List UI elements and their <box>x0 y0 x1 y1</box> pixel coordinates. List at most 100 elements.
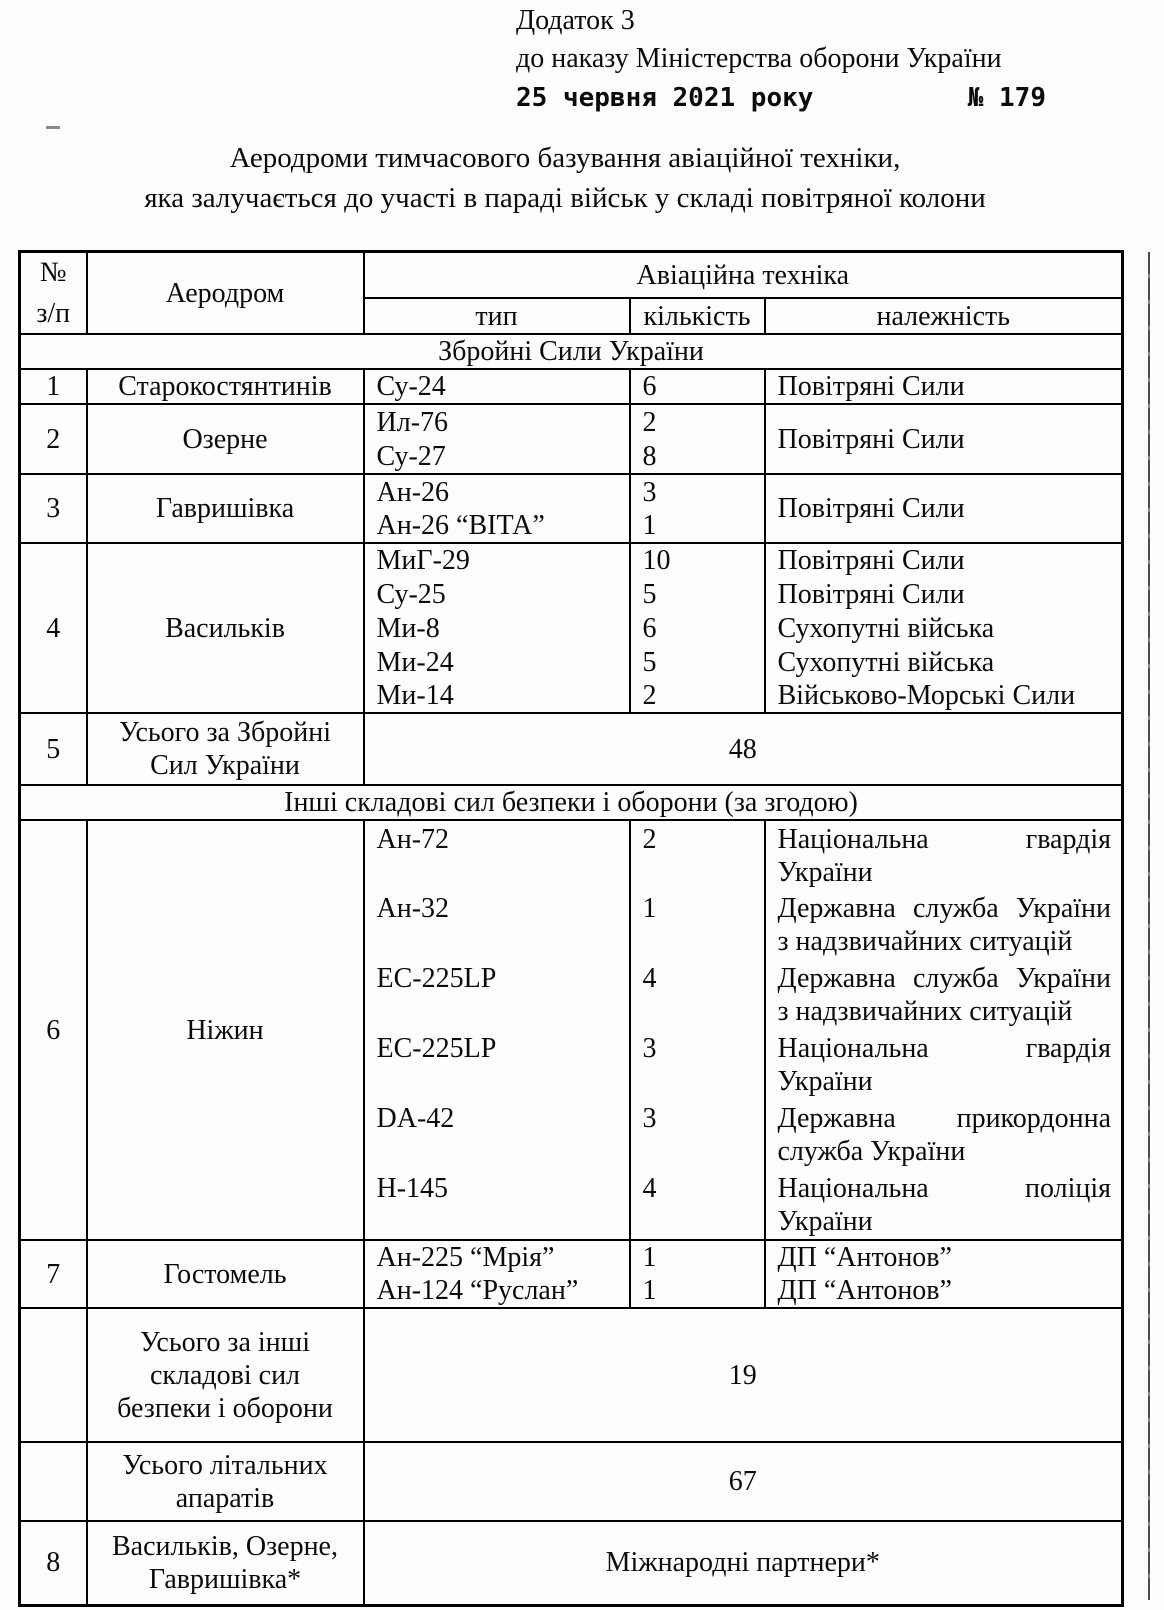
affiliation-cell: Сухопутні війська <box>763 645 1123 679</box>
document-title: Аеродроми тимчасового базування авіаційн… <box>0 138 1130 218</box>
row-6-line-4: ЕС-225LP 3 Національна гвардія України <box>20 1030 1123 1100</box>
total-value: 67 <box>362 1441 1123 1521</box>
type-cell: DA-42 <box>362 1100 630 1170</box>
affiliation-line: України <box>777 1206 873 1237</box>
airfield-cell: Гостомель <box>85 1239 364 1308</box>
row-1: 1 Старокостянтинів Су-24 6 Повітряні Сил… <box>18 368 1123 404</box>
row-7-line-2: Ан-124 “Руслан” 1 ДП “Антонов” <box>20 1274 1123 1308</box>
row-3-line-2: Ан-26 “ВІТА” 1 <box>20 509 1123 543</box>
row-total-other-forces: Усього за інші складові сил безпеки і об… <box>18 1307 1123 1442</box>
type-cell: Ми-8 <box>362 611 630 645</box>
total-label-cell: Усього за інші складові сил безпеки і об… <box>85 1307 364 1442</box>
document-title-line1: Аеродроми тимчасового базування авіаційн… <box>229 142 901 174</box>
type-cell: Ан-72 <box>362 819 630 890</box>
affiliation-cell: Повітряні Сили <box>763 403 1123 474</box>
row-num-cell <box>18 1307 87 1442</box>
order-number: № 179 <box>967 83 1046 113</box>
table-header-row-1: № з/п Аеродром Авіаційна техніка <box>18 250 1123 334</box>
col-header-airfield: Аеродром <box>85 250 364 334</box>
type-cell: Ми-24 <box>362 645 630 679</box>
row-2-line-2: Су-27 8 <box>20 439 1123 474</box>
airfield-line: Гавришівка* <box>148 1563 302 1595</box>
row-6-line-3: ЕС-225LP 4 Державна служба України з над… <box>20 960 1123 1030</box>
appendix-label: Додаток 3 <box>516 5 635 36</box>
qty-cell: 8 <box>628 439 765 474</box>
row-4-line-5: Ми-14 2 Військово-Морські Сили <box>20 679 1123 713</box>
total-value: 48 <box>362 712 1123 785</box>
row-6-line-6: Н-145 4 Національна поліція України <box>20 1170 1123 1240</box>
qty-cell: 1 <box>628 1239 765 1274</box>
col-header-num-line2: з/п <box>36 298 71 329</box>
qty-cell: 3 <box>628 1100 765 1170</box>
row-4: 4 Васильків МиГ-29 10 Повітряні Сили <box>18 542 1123 713</box>
type-cell: Ил-76 <box>362 403 630 439</box>
section-header: Інші складові сил безпеки і оборони (за … <box>18 784 1123 820</box>
affiliation-cell: Повітряні Сили <box>763 577 1123 611</box>
order-date: 25 червня 2021 року <box>516 83 814 113</box>
type-cell: Ан-26 “ВІТА” <box>362 509 630 543</box>
row-num-cell: 7 <box>18 1239 87 1308</box>
row-num-cell: 2 <box>18 403 87 474</box>
total-label-cell: Усього за Збройні Сил України <box>85 712 364 785</box>
total-label-line: Усього за Збройні <box>119 717 331 748</box>
total-value: 19 <box>362 1307 1123 1442</box>
qty-cell: 5 <box>628 577 765 611</box>
qty-cell: 4 <box>628 960 765 1030</box>
row-num-cell: 8 <box>18 1520 87 1605</box>
affiliation-cell: Сухопутні війська <box>763 611 1123 645</box>
col-header-affiliation: належність <box>763 297 1123 334</box>
document-title-line2: яка залучається до участі в параді війсь… <box>144 182 986 214</box>
row-5-total-armed-forces: 5 Усього за Збройні Сил України 48 <box>18 712 1123 785</box>
affiliation-cell: Військово-Морські Сили <box>763 679 1123 713</box>
qty-cell: 1 <box>628 890 765 960</box>
total-label-line: апаратів <box>175 1482 275 1514</box>
affiliation-line: Державна прикордонна <box>777 1103 1112 1134</box>
row-3: 3 Гавришівка Ан-26 3 Повітряні Сили <box>18 473 1123 543</box>
type-cell: Су-24 <box>362 368 630 404</box>
scan-artifact-dash <box>46 126 60 129</box>
airfield-cell: Васильків <box>85 542 364 713</box>
affiliation-cell: Національна поліція України <box>763 1170 1123 1240</box>
row-num-cell: 1 <box>18 368 87 404</box>
airfield-cell: Ніжин <box>85 819 364 1240</box>
airfields-table: № з/п Аеродром Авіаційна техніка тип кіл… <box>18 250 1125 1607</box>
section-row-armed-forces: Збройні Сили України <box>18 333 1123 369</box>
airfield-cell: Васильків, Озерне, Гавришівка* <box>85 1520 364 1605</box>
type-cell: Ан-124 “Руслан” <box>362 1274 630 1308</box>
affiliation-line: Державна служба України <box>777 893 1112 924</box>
total-label-line: Усього за інші <box>139 1326 311 1358</box>
row-6: 6 Ніжин Ан-72 2 Національна гвардія Укра… <box>18 819 1123 1240</box>
type-cell: Ан-26 <box>362 473 630 509</box>
total-label-line: складові сил <box>149 1359 301 1391</box>
qty-cell: 1 <box>628 509 765 543</box>
scan-artifact-edge-line <box>1148 252 1150 1600</box>
airfield-cell: Озерне <box>85 403 364 474</box>
affiliation-line: з надзвичайних ситуацій <box>777 996 1073 1027</box>
qty-cell: 2 <box>628 819 765 890</box>
row-6-line-2: Ан-32 1 Державна служба України з надзви… <box>20 890 1123 960</box>
type-cell: Су-27 <box>362 439 630 474</box>
type-cell: Ан-225 “Мрія” <box>362 1239 630 1274</box>
affiliation-cell: Повітряні Сили <box>763 542 1123 577</box>
affiliation-cell: Державна прикордонна служба України <box>763 1100 1123 1170</box>
row-num-cell: 3 <box>18 473 87 543</box>
qty-cell: 6 <box>628 611 765 645</box>
qty-cell: 2 <box>628 403 765 439</box>
total-label-line: безпеки і оборони <box>117 1392 333 1424</box>
total-label-line: Сил України <box>150 750 300 781</box>
table-header-row-2: тип кількість належність <box>20 297 1123 334</box>
total-label-line: Усього літальних <box>122 1449 328 1481</box>
total-label-cell: Усього літальних апаратів <box>85 1441 364 1521</box>
row-num-cell <box>18 1441 87 1521</box>
affiliation-cell: Повітряні Сили <box>763 473 1123 543</box>
airfield-cell: Старокостянтинів <box>85 368 364 404</box>
qty-cell: 5 <box>628 645 765 679</box>
row-4-line-4: Ми-24 5 Сухопутні війська <box>20 645 1123 679</box>
type-cell: Ми-14 <box>362 679 630 713</box>
row-num-cell: 6 <box>18 819 87 1240</box>
order-header: Додаток 3 до наказу Міністерства оборони… <box>516 2 1062 117</box>
col-header-aviation-group: Авіаційна техніка <box>362 250 1123 299</box>
affiliation-line: служба України <box>777 1136 966 1167</box>
col-header-num-line1: № <box>39 257 67 288</box>
qty-cell: 6 <box>628 368 765 404</box>
